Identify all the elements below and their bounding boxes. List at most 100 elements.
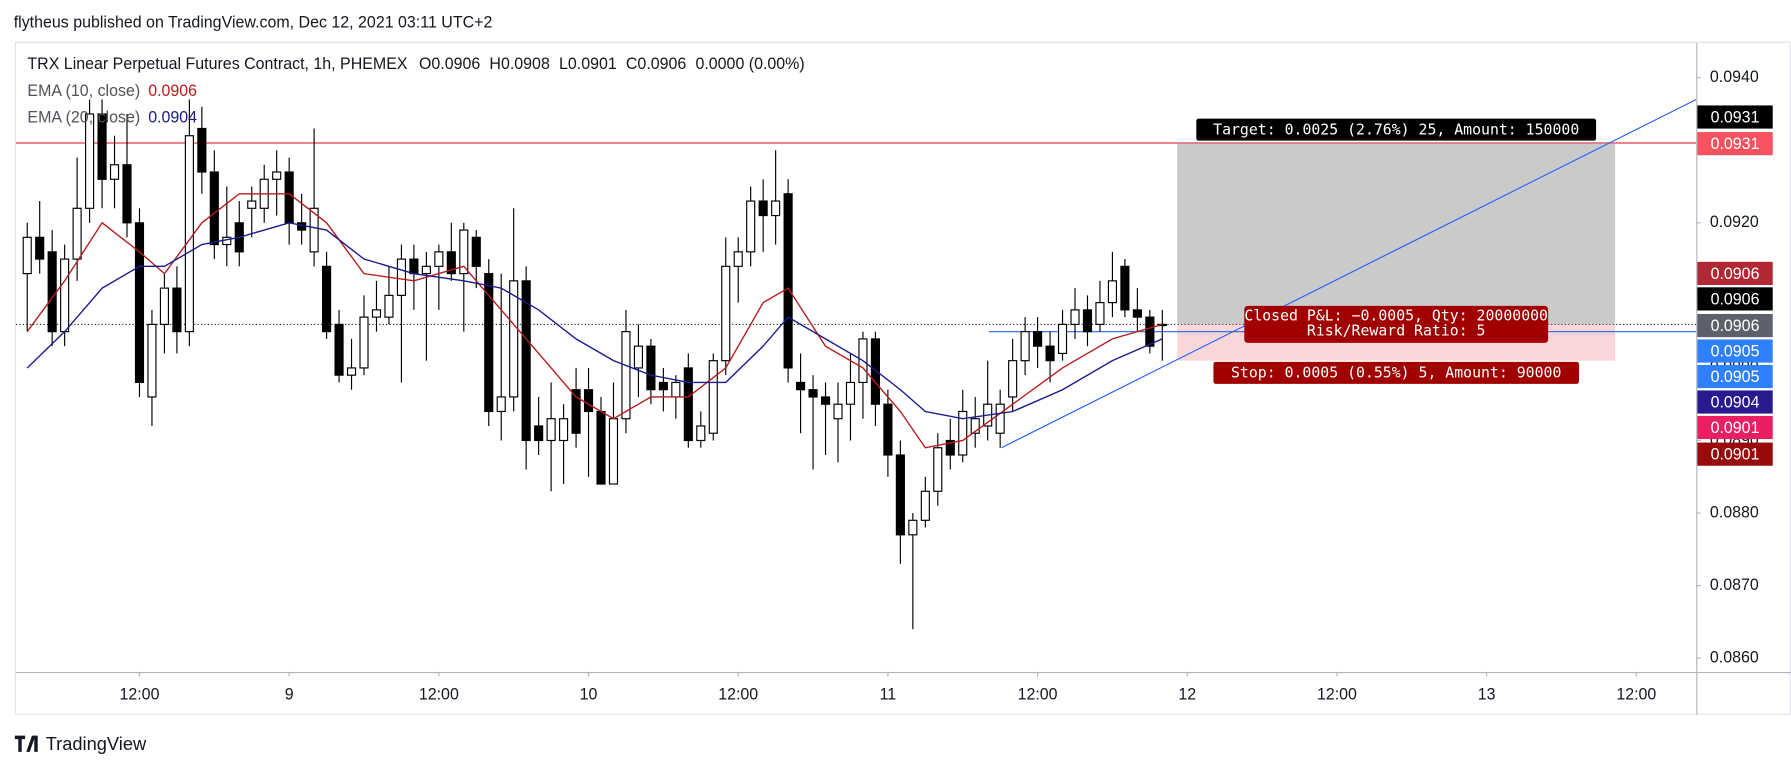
- candle-body: [708, 360, 718, 434]
- price-label: 0.0904: [1711, 393, 1760, 411]
- legend-value: 0.0904: [148, 108, 197, 126]
- candle-body: [696, 425, 706, 442]
- legend-name: EMA (20, close): [27, 108, 140, 126]
- pnl-label: Closed P&L: −0.0005, Qty: 20000000: [1244, 306, 1548, 324]
- candle-body: [459, 229, 469, 275]
- candle-body: [1070, 309, 1080, 325]
- overlay: Target: 0.0025 (2.76%) 25, Amount: 15000…: [1196, 118, 1597, 384]
- price-label-box: [1697, 261, 1773, 285]
- price-label: 0.0931: [1711, 108, 1760, 126]
- footer-logo: TradingView: [14, 733, 147, 754]
- price-label: 0.0901: [1711, 419, 1760, 437]
- candle-body: [883, 403, 893, 456]
- candle-body: [147, 323, 157, 398]
- price-label: 0.0931: [1711, 135, 1760, 153]
- candle-body: [583, 389, 594, 413]
- candle-body: [35, 236, 45, 260]
- x-tick-label: 12:00: [1317, 685, 1357, 703]
- candle-body: [820, 396, 831, 405]
- price-label-box: [1697, 364, 1773, 389]
- candle-body: [895, 454, 905, 536]
- price-label-box: [1697, 313, 1773, 338]
- y-tick-label: 0.0940: [1710, 68, 1759, 86]
- price-label-box: [1697, 442, 1773, 466]
- x-tick-label: 11: [880, 685, 897, 703]
- target-label-box: [1196, 118, 1597, 141]
- ohlc-value: 0.0906: [637, 55, 686, 73]
- price-label: 0.0906: [1711, 290, 1760, 308]
- stop-label: Stop: 0.0005 (0.55%) 5, Amount: 90000: [1231, 363, 1561, 381]
- x-tick-label: 12:00: [1616, 685, 1656, 703]
- price-label-box: [1697, 415, 1773, 440]
- candle-body: [733, 251, 743, 267]
- candle-body: [1082, 309, 1093, 333]
- candle-body: [359, 316, 369, 369]
- candle-body: [85, 113, 95, 209]
- stop-label-box: [1213, 361, 1579, 384]
- candle-body: [783, 193, 793, 369]
- candle-body: [796, 381, 806, 391]
- candle-body: [571, 389, 581, 434]
- candle-body: [421, 265, 431, 275]
- candle-body: [172, 287, 182, 333]
- candle-body: [159, 287, 169, 325]
- candle-body: [322, 265, 332, 333]
- candle-body: [1008, 360, 1018, 398]
- candle-body: [384, 294, 394, 318]
- candle-body: [721, 265, 731, 362]
- candle-body: [184, 135, 194, 333]
- candle-body: [521, 280, 531, 442]
- candle-body: [122, 164, 132, 224]
- candle-body: [446, 251, 456, 275]
- ohlc-value: 0.0908: [501, 55, 550, 73]
- candle-body: [97, 113, 107, 180]
- chart-frame: [14, 41, 1791, 715]
- x-tick-label: 10: [580, 685, 598, 703]
- candle-body: [1020, 331, 1030, 362]
- price-label-box: [1697, 132, 1773, 156]
- candle-body: [995, 403, 1005, 434]
- candle-body: [633, 345, 643, 369]
- candle-body: [920, 490, 930, 521]
- candle-body: [1120, 265, 1130, 311]
- candle-body: [908, 519, 918, 536]
- candle-body: [272, 171, 282, 180]
- legend-name: EMA (10, close): [27, 82, 140, 100]
- price-label-box: [1697, 287, 1773, 311]
- candle-body: [808, 389, 818, 398]
- y-tick-label: 0.0870: [1710, 576, 1759, 594]
- candle-body: [833, 403, 843, 420]
- candle-body: [683, 367, 693, 442]
- ema-line: [26, 222, 1163, 420]
- candle-body: [1033, 331, 1043, 347]
- y-tick-label: 0.0860: [1710, 648, 1759, 666]
- legend: TRX Linear Perpetual Futures Contract, 1…: [27, 55, 804, 126]
- ohlc-key: L: [559, 55, 568, 73]
- candle-body: [334, 323, 344, 376]
- legend-value: 0.0906: [148, 82, 197, 100]
- candle-body: [471, 236, 481, 267]
- candle-body: [197, 127, 207, 173]
- candle-body: [970, 418, 980, 434]
- candle-body: [346, 367, 357, 376]
- ohlc-key: O: [419, 55, 431, 73]
- candle-body: [758, 200, 768, 217]
- x-tick-label: 12:00: [718, 685, 758, 703]
- candle-body: [845, 381, 856, 405]
- candle-body: [1057, 323, 1068, 354]
- candle-body: [933, 447, 943, 492]
- candle-body: [771, 200, 781, 217]
- price-label-box: [1697, 105, 1773, 129]
- candle-body: [958, 410, 968, 456]
- candle-body: [870, 338, 880, 405]
- candle-body: [22, 236, 32, 275]
- ohlc-value: 0.0906: [431, 55, 480, 73]
- candle-body: [621, 331, 631, 420]
- candle-body: [534, 425, 544, 442]
- candle-body: [1045, 345, 1055, 362]
- candle-body: [309, 207, 319, 253]
- candle-body: [509, 280, 519, 398]
- candle-body: [1107, 280, 1117, 304]
